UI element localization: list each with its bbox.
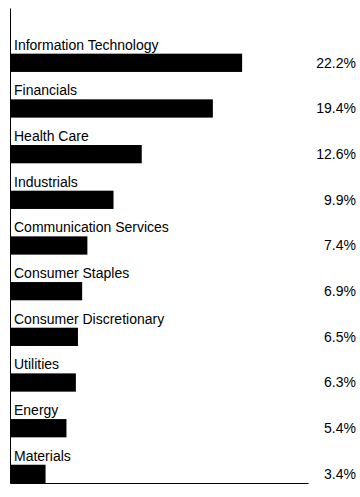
value-label: 19.4% xyxy=(316,100,356,116)
value-label: 22.2% xyxy=(316,55,356,71)
value-label: 3.4% xyxy=(324,466,356,482)
category-label: Utilities xyxy=(14,356,59,372)
category-label: Communication Services xyxy=(14,219,169,235)
value-label: 6.3% xyxy=(324,374,356,390)
category-label: Information Technology xyxy=(14,37,159,53)
bar xyxy=(10,236,87,254)
bar xyxy=(10,328,78,346)
bar xyxy=(10,145,142,163)
y-axis-line xyxy=(10,9,11,484)
value-label: 6.9% xyxy=(324,283,356,299)
plot-area: Information Technology Financials Health C… xyxy=(10,9,356,484)
category-label: Financials xyxy=(14,82,77,98)
value-labels: 22.2% 19.4% 12.6% 9.9% 7.4% 6.9% 6.5% 6.3% 5.4% 3… xyxy=(316,55,356,482)
bars xyxy=(10,54,242,483)
value-label: 9.9% xyxy=(324,192,356,208)
x-axis xyxy=(11,483,309,484)
bar xyxy=(10,419,66,437)
category-label: Energy xyxy=(14,402,58,418)
x-axis-line xyxy=(11,483,309,484)
category-label: Consumer Staples xyxy=(14,265,129,281)
bar xyxy=(10,99,213,117)
bar xyxy=(10,54,242,72)
y-axis xyxy=(10,9,11,484)
bar xyxy=(10,282,82,300)
category-label: Consumer Discretionary xyxy=(14,311,164,327)
category-label: Health Care xyxy=(14,128,89,144)
bar xyxy=(10,465,46,483)
category-label: Industrials xyxy=(14,174,78,190)
value-label: 7.4% xyxy=(324,237,356,253)
category-label: Materials xyxy=(14,448,71,464)
value-label: 5.4% xyxy=(324,420,356,436)
bar xyxy=(10,373,76,391)
value-label: 12.6% xyxy=(316,146,356,162)
bar xyxy=(10,191,114,209)
category-labels: Information Technology Financials Health C… xyxy=(14,37,169,464)
chart: Information Technology Financials Health C… xyxy=(0,0,360,497)
value-label: 6.5% xyxy=(324,329,356,345)
